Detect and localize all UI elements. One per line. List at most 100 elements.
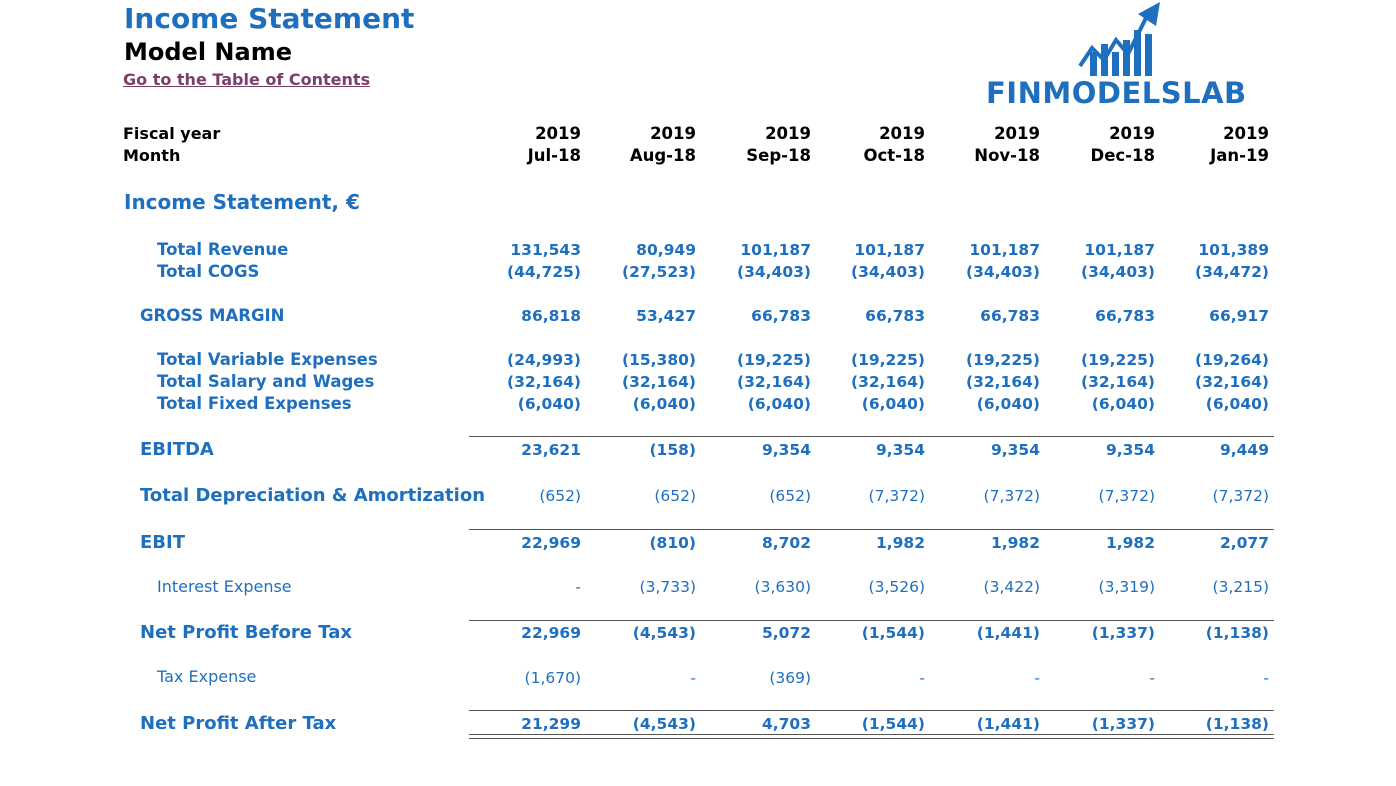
cell-tax-col-6: - [1149, 669, 1155, 687]
cell-total-cogs-col-6: (34,403) [1081, 263, 1155, 281]
cell-variable-expenses-col-3: (19,225) [737, 351, 811, 369]
month-col-7: Jan-19 [1210, 146, 1269, 165]
cell-interest-col-3: (3,630) [754, 578, 811, 596]
cell-total-revenue-col-5: 101,187 [969, 241, 1040, 259]
cell-profit-before-tax-col-5: (1,441) [976, 624, 1040, 642]
month-col-2: Aug-18 [629, 146, 696, 165]
month-col-3: Sep-18 [746, 146, 811, 165]
cell-total-cogs-col-2: (27,523) [622, 263, 696, 281]
cell-tax-col-1: (1,670) [524, 669, 581, 687]
label-profit-after-tax: Net Profit After Tax [140, 713, 337, 734]
cell-ebit-col-7: 2,077 [1219, 534, 1269, 552]
cell-fixed-expenses-col-3: (6,040) [747, 395, 811, 413]
divider-ebit [469, 529, 1274, 530]
cell-depreciation-col-7: (7,372) [1212, 487, 1269, 505]
cell-tax-col-2: - [690, 669, 696, 687]
label-interest-expense: Interest Expense [157, 577, 292, 596]
cell-profit-after-tax-col-6: (1,337) [1091, 715, 1155, 733]
model-name: Model Name [124, 38, 292, 66]
cell-ebit-col-2: (810) [649, 534, 696, 552]
label-depreciation: Total Depreciation & Amortization [140, 485, 486, 506]
cell-total-cogs-col-7: (34,472) [1195, 263, 1269, 281]
cell-tax-col-3: (369) [769, 669, 811, 687]
double-underline [469, 734, 1274, 739]
cell-total-cogs-col-3: (34,403) [737, 263, 811, 281]
cell-fixed-expenses-col-6: (6,040) [1091, 395, 1155, 413]
label-gross-margin: GROSS MARGIN [140, 306, 285, 325]
cell-tax-col-5: - [1034, 669, 1040, 687]
cell-variable-expenses-col-2: (15,380) [622, 351, 696, 369]
label-fixed-expenses: Total Fixed Expenses [157, 394, 352, 413]
company-logo: FINMODELSLAB [986, 0, 1276, 110]
label-total-cogs: Total COGS [157, 262, 260, 281]
month-col-5: Nov-18 [974, 146, 1040, 165]
cell-fixed-expenses-col-2: (6,040) [632, 395, 696, 413]
cell-total-revenue-col-6: 101,187 [1084, 241, 1155, 259]
cell-profit-after-tax-col-1: 21,299 [521, 715, 581, 733]
fiscal-year-col-6: 2019 [1109, 124, 1155, 143]
cell-depreciation-col-4: (7,372) [868, 487, 925, 505]
cell-salary-wages-col-5: (32,164) [966, 373, 1040, 391]
cell-gross-margin-col-3: 66,783 [751, 307, 811, 325]
cell-interest-col-1: - [575, 578, 581, 596]
growth-chart-icon [1078, 2, 1160, 76]
cell-total-revenue-col-4: 101,187 [854, 241, 925, 259]
cell-ebit-col-6: 1,982 [1105, 534, 1155, 552]
cell-depreciation-col-2: (652) [654, 487, 696, 505]
cell-fixed-expenses-col-5: (6,040) [976, 395, 1040, 413]
cell-depreciation-col-5: (7,372) [983, 487, 1040, 505]
cell-total-revenue-col-2: 80,949 [636, 241, 696, 259]
cell-depreciation-col-1: (652) [539, 487, 581, 505]
cell-ebitda-col-4: 9,354 [875, 441, 925, 459]
cell-profit-after-tax-col-2: (4,543) [632, 715, 696, 733]
cell-salary-wages-col-3: (32,164) [737, 373, 811, 391]
fiscal-year-col-5: 2019 [994, 124, 1040, 143]
cell-profit-before-tax-col-6: (1,337) [1091, 624, 1155, 642]
label-tax-expense: Tax Expense [157, 667, 257, 686]
month-label: Month [123, 146, 181, 165]
cell-interest-col-7: (3,215) [1212, 578, 1269, 596]
cell-variable-expenses-col-5: (19,225) [966, 351, 1040, 369]
toc-link[interactable]: Go to the Table of Contents [123, 70, 371, 89]
cell-depreciation-col-3: (652) [769, 487, 811, 505]
cell-total-cogs-col-1: (44,725) [507, 263, 581, 281]
label-profit-before-tax: Net Profit Before Tax [140, 622, 352, 643]
month-col-1: Jul-18 [527, 146, 581, 165]
divider-profit-before-tax [469, 620, 1274, 621]
cell-interest-col-6: (3,319) [1098, 578, 1155, 596]
cell-ebitda-col-6: 9,354 [1105, 441, 1155, 459]
cell-ebit-col-1: 22,969 [521, 534, 581, 552]
cell-interest-col-4: (3,526) [868, 578, 925, 596]
cell-gross-margin-col-6: 66,783 [1095, 307, 1155, 325]
month-col-6: Dec-18 [1090, 146, 1155, 165]
cell-total-cogs-col-5: (34,403) [966, 263, 1040, 281]
cell-total-cogs-col-4: (34,403) [851, 263, 925, 281]
cell-salary-wages-col-4: (32,164) [851, 373, 925, 391]
fiscal-year-col-2: 2019 [650, 124, 696, 143]
cell-ebitda-col-1: 23,621 [521, 441, 581, 459]
divider-profit-after-tax [469, 710, 1274, 711]
label-variable-expenses: Total Variable Expenses [157, 350, 378, 369]
cell-profit-after-tax-col-4: (1,544) [861, 715, 925, 733]
divider-ebitda [469, 436, 1274, 437]
cell-profit-after-tax-col-7: (1,138) [1205, 715, 1269, 733]
cell-fixed-expenses-col-7: (6,040) [1205, 395, 1269, 413]
cell-total-revenue-col-7: 101,389 [1198, 241, 1269, 259]
cell-ebit-col-5: 1,982 [990, 534, 1040, 552]
cell-gross-margin-col-2: 53,427 [636, 307, 696, 325]
fiscal-year-col-4: 2019 [879, 124, 925, 143]
cell-salary-wages-col-2: (32,164) [622, 373, 696, 391]
label-salary-wages: Total Salary and Wages [157, 372, 375, 391]
cell-variable-expenses-col-4: (19,225) [851, 351, 925, 369]
cell-gross-margin-col-4: 66,783 [865, 307, 925, 325]
cell-profit-after-tax-col-3: 4,703 [761, 715, 811, 733]
cell-ebitda-col-5: 9,354 [990, 441, 1040, 459]
cell-ebitda-col-2: (158) [649, 441, 696, 459]
fiscal-year-label: Fiscal year [123, 124, 221, 143]
cell-tax-col-4: - [919, 669, 925, 687]
fiscal-year-col-1: 2019 [535, 124, 581, 143]
label-total-revenue: Total Revenue [157, 240, 289, 259]
cell-interest-col-2: (3,733) [639, 578, 696, 596]
cell-ebit-col-3: 8,702 [761, 534, 811, 552]
page-title: Income Statement [124, 2, 415, 35]
